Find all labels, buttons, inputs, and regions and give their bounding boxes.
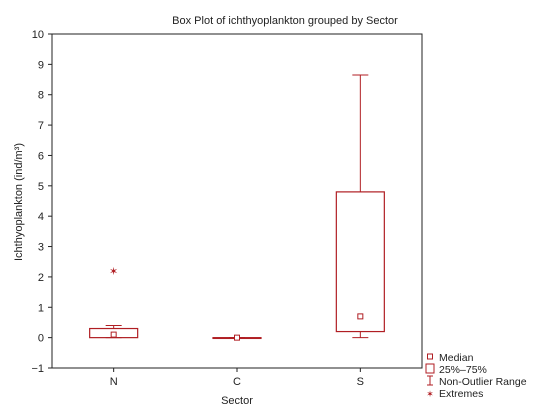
legend-box-symbol [425,363,435,374]
y-tick-label: 9 [38,59,44,71]
y-tick-label: 3 [38,242,44,254]
iqr-box [89,327,139,339]
extreme-point: ✶ [109,266,118,278]
box-group [335,74,385,339]
legend-median-symbol [427,353,433,360]
legend-item: Median [427,352,474,364]
legend-item: ✶ Extremes [426,388,483,400]
legend-item: Non-Outlier Range [427,375,527,388]
box-series: ✶ [89,74,385,341]
x-tick-label: C [233,376,241,388]
legend-label: Non-Outlier Range [439,376,527,388]
legend-label: 25%–75% [439,364,487,376]
y-axis-label: Ichthyoplankton (ind/m³) [13,143,25,261]
x-axis-label: Sector [221,395,253,407]
y-tick-label: 6 [38,150,44,162]
median-marker [234,334,240,341]
legend-label: Extremes [439,388,483,400]
x-tick-label: N [110,376,118,388]
box-group: ✶ [89,266,139,339]
y-tick-label: 4 [38,211,44,223]
x-tick-label: S [357,376,364,388]
y-tick-label: 5 [38,181,44,193]
chart-title: Box Plot of ichthyoplankton grouped by S… [172,15,398,27]
iqr-box [335,191,385,333]
y-tick-label: −1 [31,363,44,375]
median-marker [357,313,364,320]
legend-extreme-symbol: ✶ [426,389,434,399]
y-tick-label: 2 [38,272,44,284]
median-marker [110,331,117,338]
y-tick-label: 1 [38,302,44,314]
legend-item: 25%–75% [425,363,487,376]
y-tick-label: 8 [38,90,44,102]
y-tick-label: 0 [38,333,44,345]
y-tick-label: 10 [32,29,44,41]
box-group [212,334,262,341]
y-tick-label: 7 [38,120,44,132]
legend-label: Median [439,352,474,364]
y-axis: −1 0 1 2 3 4 5 6 7 8 9 10 [31,29,52,375]
